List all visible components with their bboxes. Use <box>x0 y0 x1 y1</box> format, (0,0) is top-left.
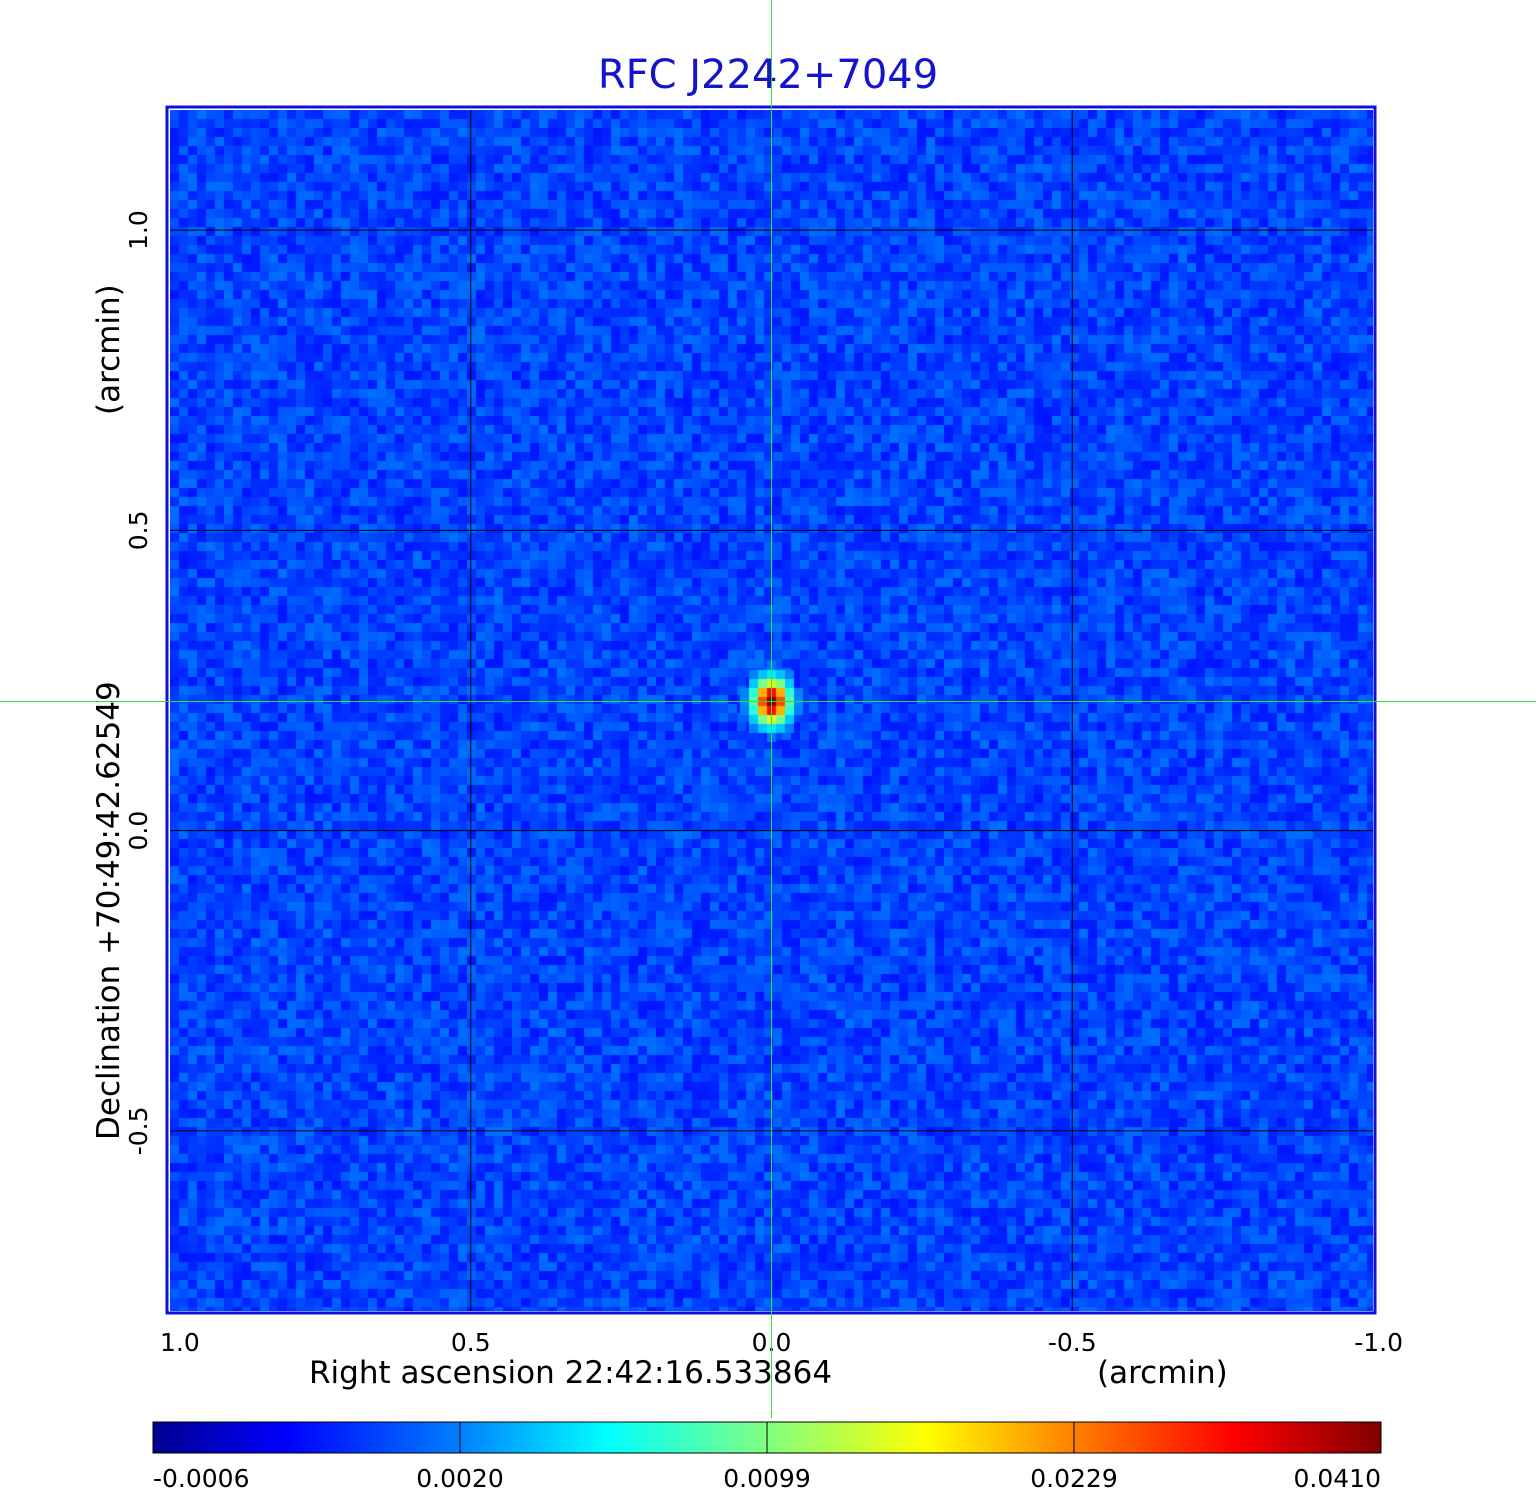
x-tick-label: 1.0 <box>160 1328 200 1357</box>
y-tick-label: 0.0 <box>124 811 153 851</box>
y-axis-unit: (arcmin) <box>91 284 127 415</box>
colorbar-tick-label: 0.0410 <box>1294 1464 1381 1493</box>
y-tick-label: 0.5 <box>124 510 153 550</box>
x-tick-labels: 1.0 0.5 0.0 -0.5 -1.0 <box>160 1328 1403 1357</box>
y-tick-label: 1.0 <box>124 210 153 250</box>
x-axis-label: Right ascension 22:42:16.533864 <box>309 1355 832 1391</box>
y-tick-labels: 1.0 0.5 0.0 -0.5 <box>124 210 153 1155</box>
colorbar-tick-label: 0.0229 <box>1030 1464 1117 1493</box>
colorbar-tick-label: 0.0020 <box>416 1464 503 1493</box>
y-tick-label: -0.5 <box>124 1106 153 1155</box>
x-tick-label: 0.5 <box>451 1328 491 1357</box>
colorbar-tick-label: -0.0006 <box>153 1464 250 1493</box>
colorbar-tick-labels: -0.0006 0.0020 0.0099 0.0229 0.0410 <box>152 1422 1382 1493</box>
x-tick-label: -0.5 <box>1048 1328 1097 1357</box>
chart-title: RFC J2242+7049 <box>598 52 938 98</box>
x-axis-unit: (arcmin) <box>1097 1355 1228 1391</box>
y-axis-label: Declination +70:49:42.62549 <box>91 681 127 1140</box>
x-tick-label: -1.0 <box>1354 1328 1403 1357</box>
colorbar-tick-label: 0.0099 <box>723 1464 810 1493</box>
crosshair <box>0 0 1536 1418</box>
